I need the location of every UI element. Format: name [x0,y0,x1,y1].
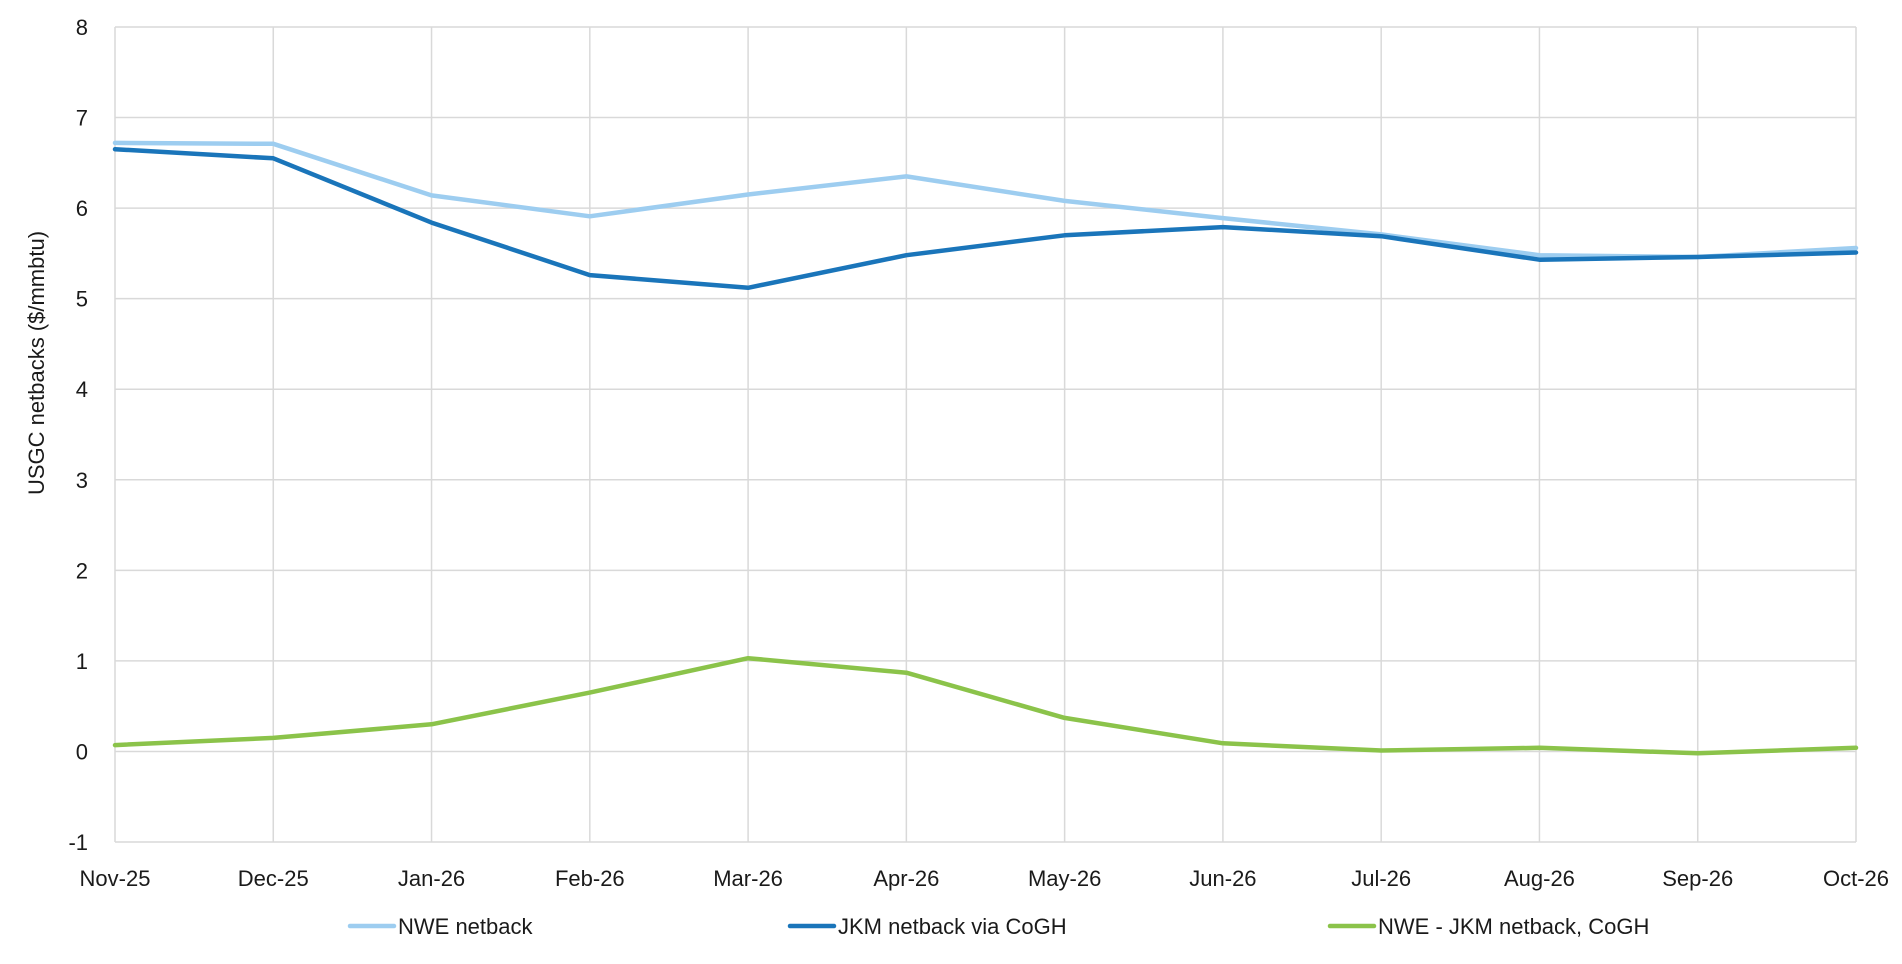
y-tick-label: 6 [76,196,88,221]
x-tick-label: Dec-25 [238,866,309,891]
y-tick-label: 8 [76,15,88,40]
x-tick-label: Oct-26 [1823,866,1889,891]
y-axis-title: USGC netbacks ($/mmbtu) [24,231,49,495]
series-line-2 [112,655,1859,756]
legend-label-0: NWE netback [398,914,533,939]
x-tick-label: May-26 [1028,866,1101,891]
x-tick-label: Jun-26 [1189,866,1256,891]
gridlines [114,26,1857,843]
y-tick-label: 2 [76,558,88,583]
series-line-0 [112,140,1859,260]
x-tick-label: Feb-26 [555,866,625,891]
x-tick-label: Mar-26 [713,866,783,891]
y-tick-label: 7 [76,106,88,131]
y-tick-label: 0 [76,739,88,764]
y-tick-label: 3 [76,468,88,493]
legend-label-1: JKM netback via CoGH [838,914,1067,939]
y-tick-label: -1 [68,830,88,855]
legend-label-2: NWE - JKM netback, CoGH [1378,914,1649,939]
x-tick-label: Apr-26 [873,866,939,891]
x-tick-label: Jul-26 [1351,866,1411,891]
x-tick-label: Aug-26 [1504,866,1575,891]
x-tick-label: Nov-25 [80,866,151,891]
axes: -1 0 1 2 3 4 5 6 7 8 Nov-25 Dec-25 Jan-26 Feb-26 Mar-2… [68,15,1889,891]
series-line-1 [112,146,1859,291]
y-tick-label: 5 [76,287,88,312]
y-tick-label: 4 [76,377,88,402]
y-tick-label: 1 [76,649,88,674]
legend: NWE netback JKM netback via CoGH NWE - JKM… [347,914,1649,939]
x-tick-label: Jan-26 [398,866,465,891]
y-axis-label: USGC netbacks ($/mmbtu) [24,231,49,495]
x-tick-label: Sep-26 [1662,866,1733,891]
series-lines [112,140,1859,756]
